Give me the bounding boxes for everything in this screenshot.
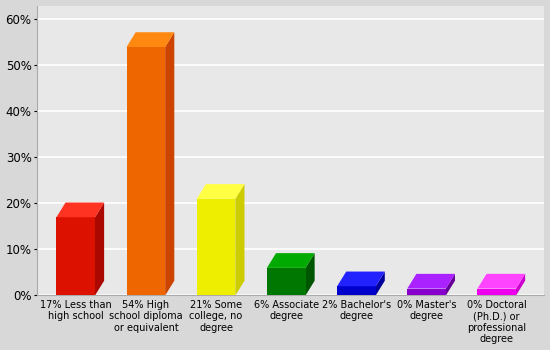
Polygon shape	[446, 274, 455, 295]
Polygon shape	[197, 184, 244, 199]
Polygon shape	[477, 288, 516, 295]
Polygon shape	[267, 268, 305, 295]
Polygon shape	[477, 274, 525, 288]
Polygon shape	[126, 32, 174, 47]
Polygon shape	[337, 286, 376, 295]
Polygon shape	[57, 217, 95, 295]
Polygon shape	[516, 274, 525, 295]
Polygon shape	[407, 288, 446, 295]
Polygon shape	[235, 184, 244, 295]
Polygon shape	[376, 272, 385, 295]
Polygon shape	[305, 253, 315, 295]
Polygon shape	[165, 32, 174, 295]
Polygon shape	[95, 203, 104, 295]
Polygon shape	[197, 199, 235, 295]
Polygon shape	[407, 274, 455, 288]
Polygon shape	[126, 47, 165, 295]
Polygon shape	[57, 203, 104, 217]
Polygon shape	[337, 272, 385, 286]
Polygon shape	[267, 253, 315, 268]
